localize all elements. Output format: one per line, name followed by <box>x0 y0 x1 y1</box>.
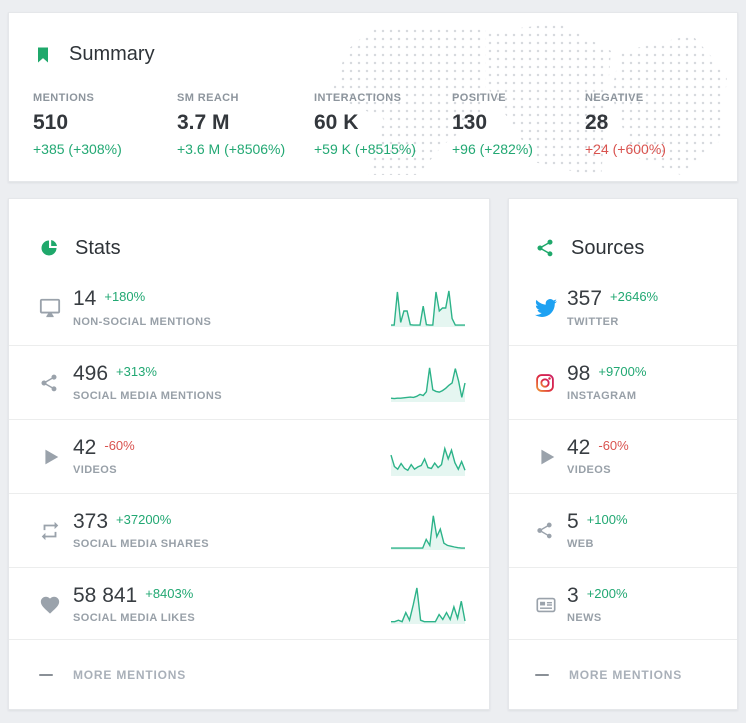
stat-value: 14 <box>73 287 97 311</box>
more-mentions-label: MORE MENTIONS <box>73 667 187 682</box>
metric-label: POSITIVE <box>452 92 506 104</box>
metric-change: +3.6 M (+8506%) <box>177 141 286 157</box>
metric-change: +385 (+308%) <box>33 141 122 157</box>
source-label: WEB <box>567 538 594 551</box>
stat-label: NON-SOCIAL MENTIONS <box>73 315 212 328</box>
summary-metric-positive: POSITIVE 130 +96 (+282%) <box>452 92 585 157</box>
summary-metric-negative: NEGATIVE 28 +24 (+600%) <box>585 92 666 157</box>
stat-change: +180% <box>104 289 146 305</box>
summary-title: Summary <box>69 43 155 65</box>
share-icon <box>535 238 555 258</box>
stat-value: 373 <box>73 509 109 533</box>
share-icon <box>535 521 567 540</box>
more-mentions-label: MORE MENTIONS <box>569 667 683 682</box>
summary-metric-mentions: MENTIONS 510 +385 (+308%) <box>33 92 177 157</box>
source-row-news[interactable]: 3 +200% NEWS <box>509 567 737 641</box>
heart-icon <box>39 594 73 616</box>
metric-label: INTERACTIONS <box>314 92 402 104</box>
stat-row-social-media-mentions[interactable]: 496 +313% SOCIAL MEDIA MENTIONS <box>9 345 489 419</box>
metric-value: 3.7 M <box>177 111 230 134</box>
stat-change: -60% <box>104 437 135 453</box>
monitor-icon <box>39 297 73 319</box>
stats-panel: Stats 14 +180% NON-SOCIAL MENTIONS 496 <box>8 198 490 710</box>
more-mentions-link[interactable]: MORE MENTIONS <box>509 639 737 709</box>
source-change: +2646% <box>610 289 659 305</box>
summary-metric-interactions: INTERACTIONS 60 K +59 K (+8515%) <box>314 92 452 157</box>
source-value: 42 <box>567 435 591 459</box>
stat-value: 42 <box>73 435 97 459</box>
metric-value: 60 K <box>314 111 359 134</box>
source-row-twitter[interactable]: 357 +2646% TWITTER <box>509 271 737 345</box>
sparkline-chart <box>391 587 466 624</box>
sparkline-chart <box>390 445 466 476</box>
sparkline-chart <box>391 290 465 327</box>
source-change: +100% <box>586 511 628 527</box>
metric-change: +24 (+600%) <box>585 141 666 157</box>
metric-change: +59 K (+8515%) <box>314 141 416 157</box>
pie-chart-icon <box>39 238 59 258</box>
stat-row-videos[interactable]: 42 -60% VIDEOS <box>9 419 489 493</box>
stat-label: VIDEOS <box>73 464 117 477</box>
news-icon <box>535 594 567 616</box>
stat-row-non-social-mentions[interactable]: 14 +180% NON-SOCIAL MENTIONS <box>9 271 489 345</box>
metric-value: 510 <box>33 111 69 134</box>
stat-label: SOCIAL MEDIA LIKES <box>73 612 196 625</box>
summary-header: Summary <box>9 13 737 66</box>
source-change: -60% <box>598 437 629 453</box>
play-icon <box>39 446 73 468</box>
source-label: TWITTER <box>567 315 619 328</box>
sources-header: Sources <box>509 199 737 271</box>
dash-icon <box>39 673 53 676</box>
sparkline-chart <box>390 367 466 402</box>
share-icon <box>39 373 73 393</box>
source-value: 3 <box>567 583 579 607</box>
source-change: +9700% <box>598 363 647 379</box>
metric-label: MENTIONS <box>33 92 95 104</box>
stat-label: SOCIAL MEDIA MENTIONS <box>73 390 222 403</box>
source-row-videos[interactable]: 42 -60% VIDEOS <box>509 419 737 493</box>
stat-value: 58 841 <box>73 583 138 607</box>
sources-title: Sources <box>571 236 645 259</box>
source-value: 5 <box>567 509 579 533</box>
metric-change: +96 (+282%) <box>452 141 533 157</box>
metric-value: 28 <box>585 111 609 134</box>
play-icon <box>535 446 567 468</box>
summary-metric-sm-reach: SM REACH 3.7 M +3.6 M (+8506%) <box>177 92 314 157</box>
more-mentions-link[interactable]: MORE MENTIONS <box>9 639 489 709</box>
bookmark-icon <box>33 45 53 65</box>
metric-label: NEGATIVE <box>585 92 644 104</box>
stat-row-social-media-shares[interactable]: 373 +37200% SOCIAL MEDIA SHARES <box>9 493 489 567</box>
sparkline-chart <box>391 515 465 550</box>
source-row-web[interactable]: 5 +100% WEB <box>509 493 737 567</box>
summary-metrics: MENTIONS 510 +385 (+308%) SM REACH 3.7 M… <box>9 66 737 157</box>
stat-label: SOCIAL MEDIA SHARES <box>73 538 209 551</box>
stat-value: 496 <box>73 361 109 385</box>
stats-title: Stats <box>75 236 121 259</box>
instagram-icon <box>535 373 567 393</box>
summary-panel: Summary MENTIONS 510 +385 (+308%) SM REA… <box>8 12 738 182</box>
source-label: NEWS <box>567 612 602 625</box>
source-label: INSTAGRAM <box>567 390 637 403</box>
stat-row-social-media-likes[interactable]: 58 841 +8403% SOCIAL MEDIA LIKES <box>9 567 489 641</box>
source-label: VIDEOS <box>567 464 611 477</box>
metric-value: 130 <box>452 111 488 134</box>
retweet-icon <box>39 520 73 542</box>
source-value: 357 <box>567 287 603 311</box>
stat-change: +37200% <box>116 511 172 527</box>
source-change: +200% <box>586 585 628 601</box>
source-row-instagram[interactable]: 98 +9700% INSTAGRAM <box>509 345 737 419</box>
metric-label: SM REACH <box>177 92 239 104</box>
stats-header: Stats <box>9 199 489 271</box>
sources-panel: Sources 357 +2646% TWITTER <box>508 198 738 710</box>
source-value: 98 <box>567 361 591 385</box>
dash-icon <box>535 673 549 676</box>
stat-change: +8403% <box>145 585 194 601</box>
stat-change: +313% <box>116 363 157 379</box>
twitter-icon <box>535 297 567 319</box>
